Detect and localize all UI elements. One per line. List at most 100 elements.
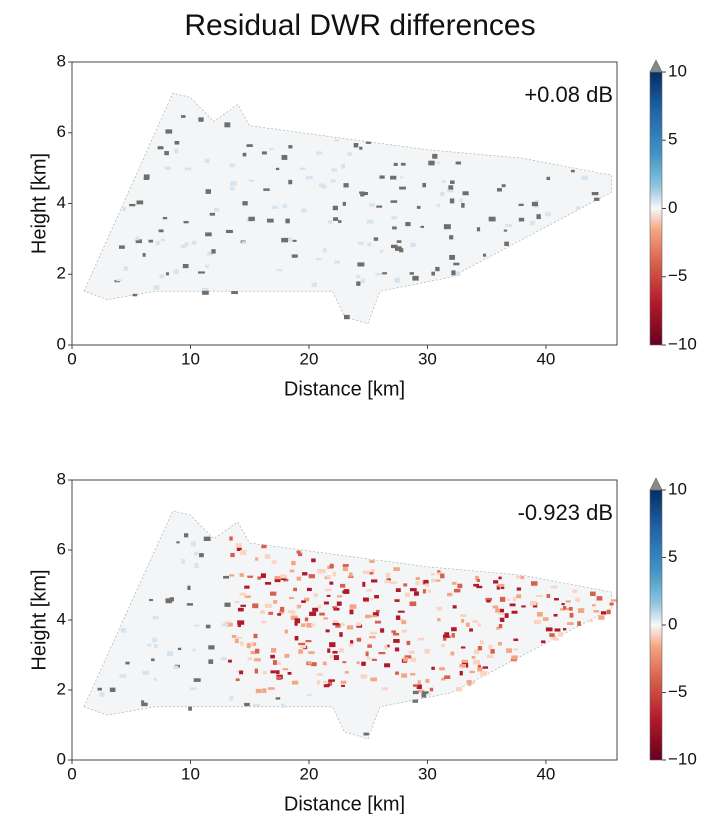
heatmap-cell	[293, 587, 297, 592]
heatmap-cell	[231, 635, 237, 638]
heatmap-cell	[350, 640, 354, 644]
heatmap-cell	[190, 687, 197, 691]
heatmap-cell	[201, 287, 209, 293]
figure-title: Residual DWR differences	[184, 9, 535, 42]
heatmap-cell	[191, 240, 197, 245]
heatmap-cell	[449, 235, 454, 240]
heatmap-cell	[380, 628, 385, 633]
heatmap-cell	[363, 570, 370, 574]
heatmap-cell	[182, 263, 189, 269]
heatmap-cell	[367, 644, 372, 648]
heatmap-cell	[125, 661, 130, 665]
heatmap-cell	[205, 264, 209, 269]
heatmap-cell	[578, 608, 585, 613]
heatmap-cell	[290, 615, 298, 620]
heatmap-cell	[152, 616, 159, 620]
heatmap-cell	[488, 216, 496, 222]
heatmap-cell	[343, 183, 349, 188]
heatmap-cell	[363, 732, 369, 736]
heatmap-cell	[384, 645, 388, 650]
heatmap-cell	[181, 558, 186, 564]
heatmap-cell	[357, 262, 365, 267]
heatmap-cell	[541, 640, 546, 644]
heatmap-cell	[228, 659, 232, 663]
heatmap-cell	[606, 609, 611, 615]
heatmap-cell	[401, 629, 408, 633]
heatmap-cell	[325, 629, 330, 633]
heatmap-cell	[392, 226, 397, 230]
heatmap-cell	[183, 220, 189, 224]
heatmap-cell	[441, 677, 446, 681]
heatmap-cell	[349, 604, 357, 609]
heatmap-cell	[261, 620, 267, 624]
heatmap-cell	[302, 572, 308, 576]
heatmap-cell	[247, 657, 253, 661]
heatmap-cell	[483, 253, 487, 257]
heatmap-cell	[236, 546, 242, 551]
heatmap-cell	[394, 647, 400, 652]
annotation: +0.08 dB	[524, 82, 613, 107]
heatmap-cell	[512, 596, 517, 602]
heatmap-cell	[328, 680, 333, 686]
heatmap-cell	[334, 139, 340, 142]
heatmap-cell	[516, 594, 522, 599]
x-tick-label: 40	[536, 349, 555, 368]
annotation: -0.923 dB	[518, 500, 613, 525]
heatmap-cell	[129, 203, 136, 207]
y-tick-label: 6	[57, 122, 66, 141]
heatmap-cell	[553, 613, 558, 617]
heatmap-cell	[509, 603, 516, 607]
heatmap-cell	[511, 610, 518, 614]
heatmap-cell	[339, 632, 343, 637]
heatmap-cell	[440, 573, 445, 579]
heatmap-cell	[521, 605, 526, 608]
heatmap-cell	[321, 569, 326, 574]
heatmap-cell	[450, 180, 455, 184]
heatmap-cell	[317, 673, 323, 676]
heatmap-cell	[298, 642, 306, 646]
heatmap-cell	[400, 162, 406, 166]
heatmap-cell	[412, 690, 419, 695]
heatmap-cell	[498, 642, 502, 646]
heatmap-cell	[340, 583, 346, 588]
heatmap-cell	[529, 600, 537, 606]
heatmap-cell	[301, 600, 306, 603]
heatmap-cell	[499, 608, 505, 613]
heatmap-cell	[390, 175, 397, 180]
heatmap-cell	[485, 597, 493, 601]
heatmap-cell	[287, 610, 293, 613]
heatmap-cell	[205, 232, 212, 237]
heatmap-cell	[418, 689, 425, 693]
heatmap-cell	[321, 185, 327, 189]
heatmap-cell	[120, 628, 126, 633]
heatmap-cell	[184, 533, 189, 538]
heatmap-cell	[451, 633, 455, 638]
heatmap-cell	[501, 184, 506, 188]
heatmap-cell	[413, 591, 419, 596]
heatmap-cell	[286, 237, 292, 242]
heatmap-cell	[551, 635, 557, 641]
heatmap-cell	[536, 612, 543, 617]
heatmap-cell	[242, 152, 247, 157]
heatmap-cell	[329, 642, 336, 648]
heatmap-cell	[424, 583, 429, 587]
heatmap-cell	[313, 593, 318, 598]
heatmap-cell	[457, 583, 463, 589]
heatmap-cell	[296, 576, 302, 581]
heatmap-cell	[276, 269, 283, 272]
heatmap-cell	[122, 206, 126, 212]
heatmap-cell	[167, 651, 173, 656]
heatmap-cell	[420, 225, 425, 228]
heatmap-cell	[323, 617, 329, 620]
heatmap-cell	[410, 673, 416, 676]
heatmap-cell	[493, 580, 499, 584]
heatmap-cell	[496, 585, 500, 590]
heatmap-cell	[158, 229, 164, 233]
heatmap-cell	[239, 592, 246, 596]
heatmap-cell	[301, 623, 306, 627]
heatmap-cell	[281, 237, 289, 243]
heatmap-cell	[360, 193, 365, 197]
heatmap-cell	[459, 198, 463, 203]
heatmap-cell	[546, 594, 551, 598]
